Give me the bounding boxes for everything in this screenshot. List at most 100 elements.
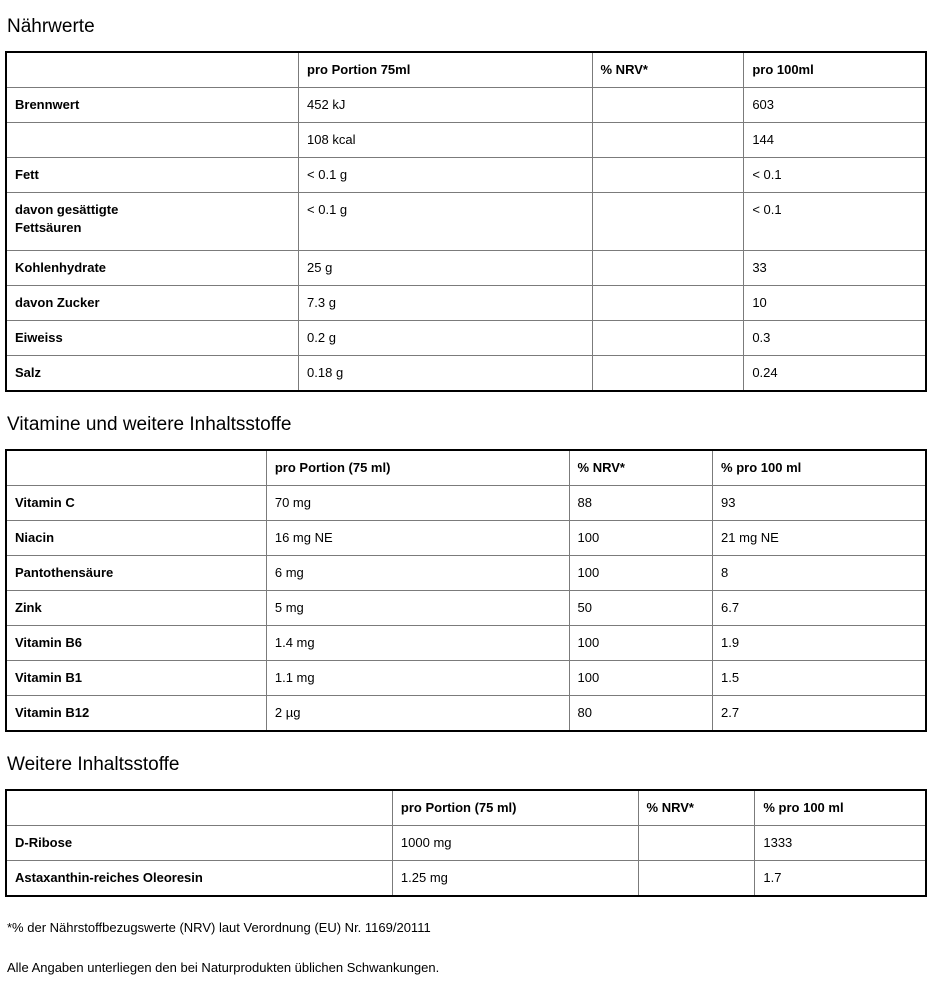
- table-row: D-Ribose 1000 mg 1333: [5, 825, 927, 861]
- nrv-footnote: *% der Nährstoffbezugswerte (NRV) laut V…: [7, 920, 431, 935]
- table-row: Salz 0.18 g 0.24: [5, 355, 927, 392]
- per100-value-cell: 1.5: [712, 660, 927, 696]
- header-cell-nrv: % NRV*: [591, 51, 745, 88]
- nrv-value-cell: 100: [568, 660, 714, 696]
- table-row: Zink 5 mg 50 6.7: [5, 590, 927, 626]
- table-row: davon Zucker 7.3 g 10: [5, 285, 927, 321]
- header-cell-nrv: % NRV*: [568, 449, 714, 486]
- portion-value-cell: 7.3 g: [298, 285, 593, 321]
- per100-value-cell: 33: [743, 250, 927, 286]
- portion-value-cell: < 0.1 g: [298, 192, 593, 251]
- table-row: davon gesättigte Fettsäuren < 0.1 g < 0.…: [5, 192, 927, 251]
- per100-value-cell: 2.7: [712, 695, 927, 732]
- portion-value-cell: < 0.1 g: [298, 157, 593, 193]
- row-label-cell: Vitamin B6: [5, 625, 267, 661]
- row-label-cell: [5, 122, 300, 158]
- row-label-cell: davon Zucker: [5, 285, 300, 321]
- header-cell-blank: [5, 789, 393, 826]
- portion-value-cell: 1.4 mg: [265, 625, 570, 661]
- row-label-cell: Pantothensäure: [5, 555, 267, 591]
- table-header-row: pro Portion 75ml % NRV* pro 100ml: [5, 51, 927, 88]
- portion-value-cell: 5 mg: [265, 590, 570, 626]
- header-cell-portion: pro Portion (75 ml): [391, 789, 639, 826]
- nrv-value-cell: [591, 355, 745, 392]
- row-label-cell: Astaxanthin-reiches Oleoresin: [5, 860, 393, 897]
- nrv-value-cell: [591, 320, 745, 356]
- row-label-cell: Fett: [5, 157, 300, 193]
- header-cell-nrv: % NRV*: [637, 789, 756, 826]
- header-cell-per100: pro 100ml: [743, 51, 927, 88]
- table-header-row: pro Portion (75 ml) % NRV* % pro 100 ml: [5, 449, 927, 486]
- section-title-naehrwerte: Nährwerte: [7, 16, 95, 37]
- nrv-value-cell: [591, 285, 745, 321]
- nrv-value-cell: 88: [568, 485, 714, 521]
- per100-value-cell: 1333: [754, 825, 927, 861]
- table-row: Pantothensäure 6 mg 100 8: [5, 555, 927, 591]
- portion-value-cell: 2 µg: [265, 695, 570, 732]
- table-row: Vitamin C 70 mg 88 93: [5, 485, 927, 521]
- row-label-cell: Eiweiss: [5, 320, 300, 356]
- per100-value-cell: 0.3: [743, 320, 927, 356]
- header-cell-portion: pro Portion 75ml: [298, 51, 593, 88]
- section-title-weitere: Weitere Inhaltsstoffe: [7, 754, 180, 775]
- nrv-value-cell: [637, 860, 756, 897]
- nrv-value-cell: 80: [568, 695, 714, 732]
- table-row: Kohlenhydrate 25 g 33: [5, 250, 927, 286]
- row-label-cell: D-Ribose: [5, 825, 393, 861]
- row-label-cell: Niacin: [5, 520, 267, 556]
- nrv-value-cell: 50: [568, 590, 714, 626]
- portion-value-cell: 108 kcal: [298, 122, 593, 158]
- nrv-value-cell: [591, 157, 745, 193]
- nrv-value-cell: [591, 122, 745, 158]
- table-row: Niacin 16 mg NE 100 21 mg NE: [5, 520, 927, 556]
- nrv-value-cell: [637, 825, 756, 861]
- table-row: Vitamin B12 2 µg 80 2.7: [5, 695, 927, 732]
- per100-value-cell: 8: [712, 555, 927, 591]
- per100-value-cell: 21 mg NE: [712, 520, 927, 556]
- row-label-cell: Zink: [5, 590, 267, 626]
- per100-value-cell: 93: [712, 485, 927, 521]
- row-label-cell: Vitamin B12: [5, 695, 267, 732]
- row-label-cell: Brennwert: [5, 87, 300, 123]
- row-label-cell: Vitamin C: [5, 485, 267, 521]
- table-row: Fett < 0.1 g < 0.1: [5, 157, 927, 193]
- portion-value-cell: 16 mg NE: [265, 520, 570, 556]
- table-row: Vitamin B6 1.4 mg 100 1.9: [5, 625, 927, 661]
- portion-value-cell: 25 g: [298, 250, 593, 286]
- table-header-row: pro Portion (75 ml) % NRV* % pro 100 ml: [5, 789, 927, 826]
- table-row: Eiweiss 0.2 g 0.3: [5, 320, 927, 356]
- portion-value-cell: 1.1 mg: [265, 660, 570, 696]
- table-row: Brennwert 452 kJ 603: [5, 87, 927, 123]
- nrv-value-cell: [591, 192, 745, 251]
- naehrwerte-table: pro Portion 75ml % NRV* pro 100ml Brennw…: [5, 51, 927, 392]
- per100-value-cell: 6.7: [712, 590, 927, 626]
- portion-value-cell: 452 kJ: [298, 87, 593, 123]
- portion-value-cell: 0.2 g: [298, 320, 593, 356]
- row-label-cell: Kohlenhydrate: [5, 250, 300, 286]
- per100-value-cell: 10: [743, 285, 927, 321]
- nrv-value-cell: 100: [568, 520, 714, 556]
- header-cell-per100: % pro 100 ml: [754, 789, 927, 826]
- portion-value-cell: 70 mg: [265, 485, 570, 521]
- header-cell-per100: % pro 100 ml: [712, 449, 927, 486]
- nrv-value-cell: 100: [568, 555, 714, 591]
- section-title-vitamine: Vitamine und weitere Inhaltsstoffe: [7, 414, 292, 435]
- header-cell-blank: [5, 449, 267, 486]
- per100-value-cell: 603: [743, 87, 927, 123]
- table-row: 108 kcal 144: [5, 122, 927, 158]
- nrv-value-cell: [591, 87, 745, 123]
- weitere-inhaltsstoffe-table: pro Portion (75 ml) % NRV* % pro 100 ml …: [5, 789, 927, 897]
- row-label-cell: davon gesättigte Fettsäuren: [5, 192, 300, 251]
- vitamine-table: pro Portion (75 ml) % NRV* % pro 100 ml …: [5, 449, 927, 732]
- row-label-cell: Vitamin B1: [5, 660, 267, 696]
- per100-value-cell: < 0.1: [743, 192, 927, 251]
- per100-value-cell: 1.7: [754, 860, 927, 897]
- nrv-value-cell: 100: [568, 625, 714, 661]
- portion-value-cell: 1.25 mg: [391, 860, 639, 897]
- per100-value-cell: 1.9: [712, 625, 927, 661]
- table-row: Vitamin B1 1.1 mg 100 1.5: [5, 660, 927, 696]
- portion-value-cell: 1000 mg: [391, 825, 639, 861]
- portion-value-cell: 0.18 g: [298, 355, 593, 392]
- row-label-cell: Salz: [5, 355, 300, 392]
